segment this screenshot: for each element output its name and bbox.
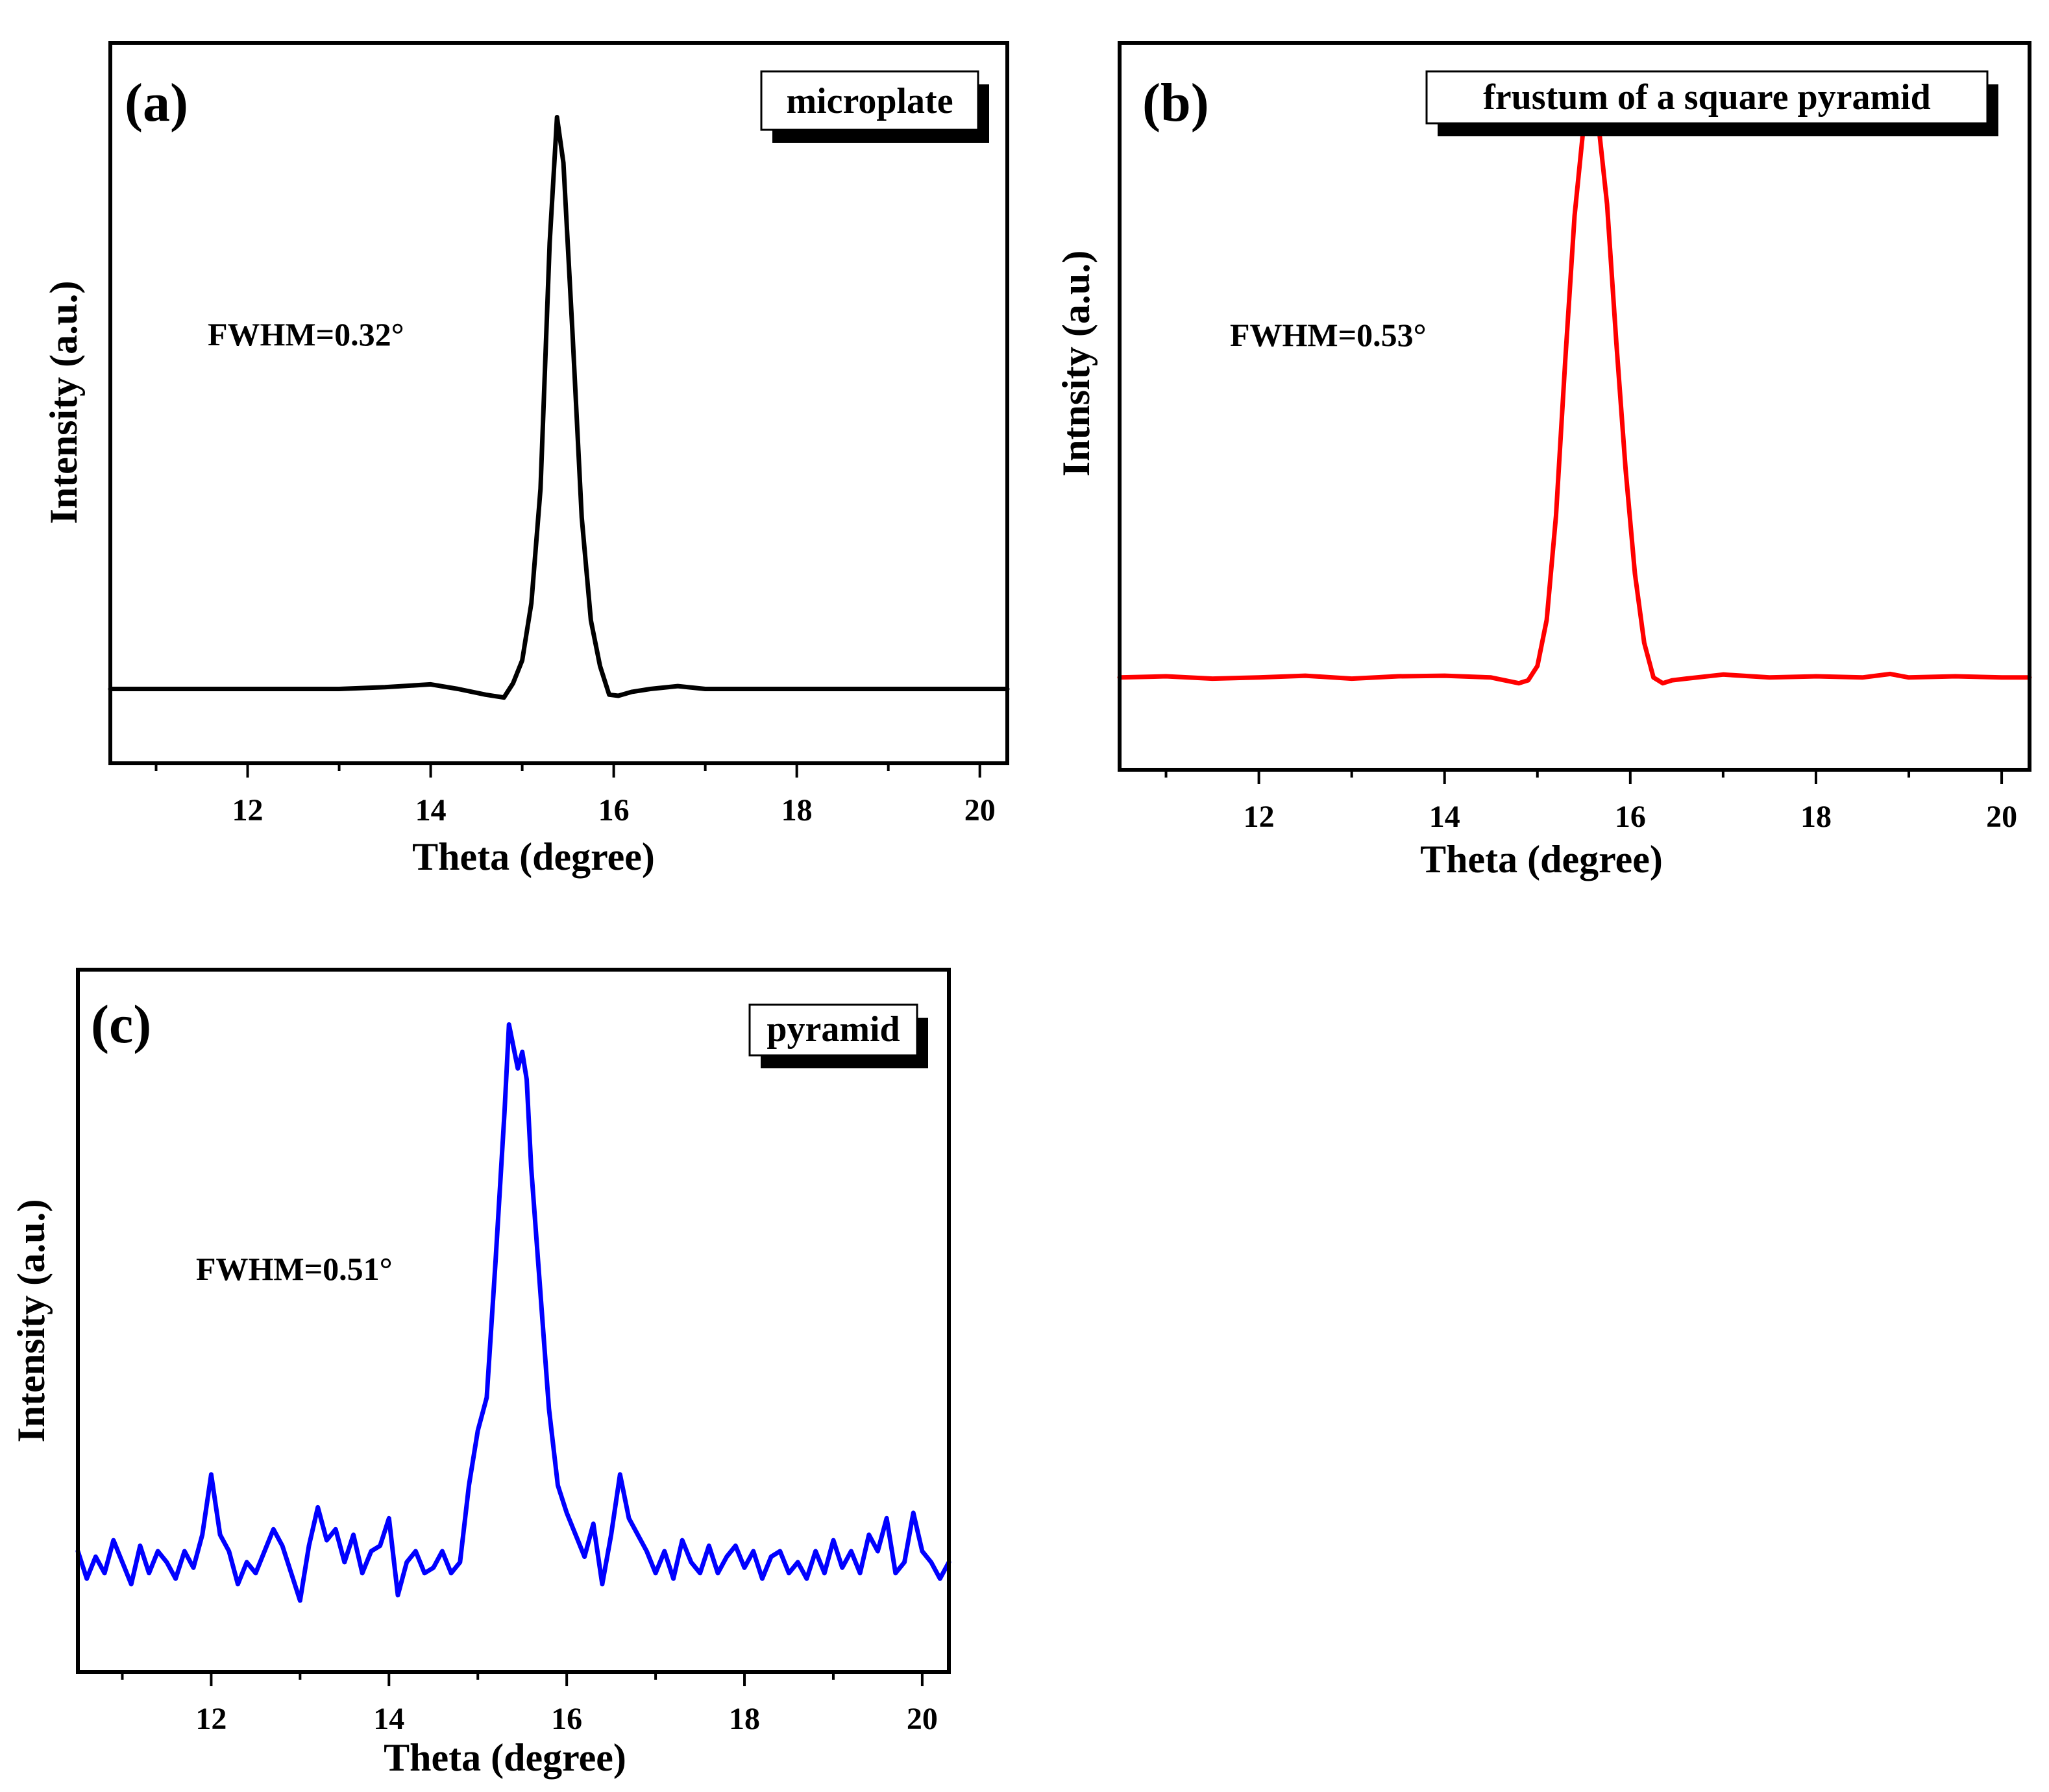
panel-a-fwhm: FWHM=0.32° [208, 316, 404, 352]
panel-c-series-group [75, 1022, 951, 1603]
panel-b-tag-box [1425, 70, 1989, 125]
panel-b-x-tick-label-14: 14 [1429, 800, 1460, 834]
panel-a-frame [108, 41, 1009, 765]
panel-a-x-tick-label-12: 12 [232, 793, 264, 828]
panel-c-x-title: Theta (degree) [384, 1736, 626, 1779]
panel-a-x-tick-label-18: 18 [781, 793, 813, 828]
panel-c-x-tick-label-12: 12 [195, 1702, 227, 1736]
panel-c-x-tick-label-18: 18 [729, 1702, 760, 1736]
panel-a-x-tick-label-16: 16 [598, 793, 630, 828]
panel-b-x-title: Theta (degree) [1420, 838, 1663, 881]
panel-c-fwhm: FWHM=0.51° [196, 1251, 393, 1287]
panel-c-x-tick-label-16: 16 [551, 1702, 582, 1736]
panel-a-legend-tag: microplate [760, 70, 989, 143]
panel-c-legend-tag: pyramid [748, 1003, 928, 1068]
panel-b-x-tick-label-12: 12 [1244, 800, 1275, 834]
panel-a-x-tick-label-20: 20 [964, 793, 996, 828]
panel-b-fwhm: FWHM=0.53° [1230, 317, 1427, 353]
panel-b-frame [1118, 41, 2031, 772]
panel-b-series-line-0 [1117, 98, 2032, 686]
panel-a: 12 14 16 18 20 (a) microplate FWHM=0.32° The… [42, 41, 1010, 878]
panel-c-tag-box [748, 1003, 918, 1057]
panel-a-x-tick-label-14: 14 [415, 793, 447, 828]
panel-a-tag-label: microplate [786, 81, 953, 121]
panel-b-y-title: Intnsity (a.u.) [1055, 251, 1098, 476]
panel-b-x-tick-label-20: 20 [1986, 800, 2017, 834]
panel-c-x-tick-label-20: 20 [907, 1702, 938, 1736]
panel-c-frame [76, 968, 951, 1674]
panel-b-ticks-group: 12 14 16 18 20 [1164, 770, 2017, 834]
panel-a-y-title: Intensity (a.u.) [42, 280, 85, 524]
panel-a-letter: (a) [125, 73, 188, 133]
panel-a-ticks-group: 12 14 16 18 20 [154, 763, 996, 828]
panel-b-x-tick-label-18: 18 [1800, 800, 1832, 834]
panel-c-letter: (c) [91, 994, 151, 1055]
panel-c-ticks-group: 12 14 16 18 20 [121, 1672, 938, 1736]
panel-c-series-line-0 [75, 1022, 951, 1603]
panel-c: 12 14 16 18 20 (c) pyramid FWHM=0.51° Theta … [10, 968, 951, 1779]
panel-b-series-group [1117, 98, 2032, 686]
panel-b-letter: (b) [1142, 73, 1209, 133]
panel-a-tag-box [760, 70, 979, 131]
panel-a-series-line-0 [108, 115, 1010, 700]
panel-c-tag-label: pyramid [767, 1009, 900, 1049]
panel-a-series-group [108, 115, 1010, 700]
panel-a-x-title: Theta (degree) [412, 835, 655, 878]
panel-c-y-title: Intensity (a.u.) [10, 1199, 53, 1442]
panel-b: 12 14 16 18 20 (b) frustum of a square pyram… [1055, 41, 2032, 881]
panel-b-x-tick-label-16: 16 [1615, 800, 1646, 834]
panel-b-tag-label: frustum of a square pyramid [1483, 77, 1931, 117]
panel-c-x-tick-label-14: 14 [373, 1702, 404, 1736]
panel-b-legend-tag: frustum of a square pyramid [1425, 70, 1998, 136]
